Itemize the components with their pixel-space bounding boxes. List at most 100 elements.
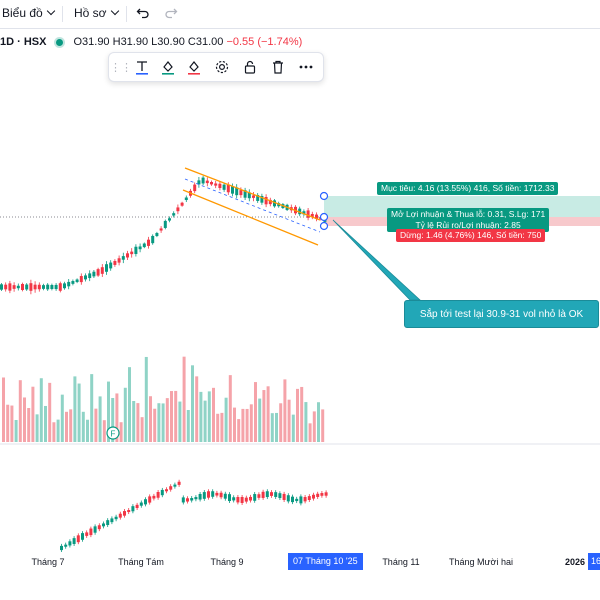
volume-bar bbox=[212, 387, 215, 442]
stop-label[interactable]: Dừng: 1.46 (4.76%) 146, Số tiền: 750 bbox=[396, 229, 546, 242]
risk-reward-text: Tỷ lệ Rủi ro/Lợi nhuận: 2.85 bbox=[415, 220, 521, 230]
more-icon[interactable] bbox=[297, 58, 315, 76]
lower-candle-body bbox=[93, 526, 97, 533]
volume-bar bbox=[195, 376, 199, 442]
lower-candle-body bbox=[68, 541, 72, 546]
lower-candle-body bbox=[85, 532, 89, 536]
lower-candle-body bbox=[148, 496, 152, 503]
line-color-icon[interactable] bbox=[185, 58, 203, 76]
lower-candle-body bbox=[194, 497, 198, 500]
lower-candle-body bbox=[265, 491, 269, 498]
lower-candle-body bbox=[160, 489, 164, 496]
price-chart[interactable]: F bbox=[0, 0, 600, 552]
candle-body bbox=[130, 251, 134, 255]
volume-bar bbox=[56, 419, 60, 442]
volume-bar bbox=[119, 422, 123, 442]
symbol-legend: 1D · HSX O31.90 H31.90 L30.90 C31.00 −0.… bbox=[0, 34, 302, 50]
channel-lower-line[interactable] bbox=[182, 189, 319, 246]
volume-bar bbox=[203, 400, 207, 442]
candle-body bbox=[16, 285, 20, 289]
delete-icon[interactable] bbox=[269, 58, 287, 76]
candle-body bbox=[4, 284, 8, 290]
candle-body bbox=[298, 208, 302, 215]
candle-body bbox=[252, 195, 255, 198]
volume-bar bbox=[170, 391, 173, 442]
lower-candle-body bbox=[316, 493, 320, 497]
volume-bar bbox=[81, 411, 85, 442]
candle-body bbox=[205, 180, 209, 184]
volume-bar bbox=[149, 396, 152, 442]
target-label[interactable]: Mục tiêu: 4.16 (13.55%) 416, Số tiền: 17… bbox=[377, 182, 559, 195]
high-value: H31.90 bbox=[112, 36, 149, 48]
volume-bar bbox=[165, 398, 169, 442]
candle-body bbox=[126, 253, 129, 258]
lower-candle-body bbox=[320, 493, 324, 496]
lower-candle-body bbox=[236, 497, 240, 503]
volume-bar bbox=[224, 397, 228, 442]
lock-icon[interactable] bbox=[241, 58, 259, 76]
time-axis[interactable]: Tháng 7 Tháng Tám Tháng 9 07 Tháng 10 '2… bbox=[0, 552, 600, 572]
stop-handle[interactable] bbox=[319, 221, 329, 231]
candle-body bbox=[239, 190, 243, 196]
event-badge-label: F bbox=[111, 430, 116, 439]
lower-candle-body bbox=[282, 493, 286, 500]
lower-candle-body bbox=[89, 528, 93, 536]
event-badge[interactable] bbox=[106, 426, 120, 440]
volume-bar bbox=[44, 405, 47, 442]
candle-body bbox=[33, 284, 37, 290]
lower-candle-body bbox=[152, 495, 156, 499]
lower-candle-body bbox=[215, 492, 219, 496]
volume-bar bbox=[128, 367, 131, 442]
candle-body bbox=[180, 202, 184, 206]
drawing-toolbar: ⋮⋮ bbox=[108, 52, 324, 82]
volume-bar bbox=[10, 405, 14, 442]
volume-bar bbox=[39, 378, 43, 442]
candle-body bbox=[302, 211, 306, 215]
lower-candle-body bbox=[274, 492, 278, 497]
fill-color-icon[interactable] bbox=[159, 58, 177, 76]
volume-bar bbox=[90, 374, 94, 442]
profile-menu[interactable]: Hồ sơ bbox=[74, 6, 119, 20]
candle-body bbox=[268, 199, 272, 205]
text-icon[interactable] bbox=[133, 58, 151, 76]
volume-bar bbox=[186, 410, 190, 442]
lower-candle-body bbox=[278, 493, 282, 499]
chart-menu[interactable]: Biểu đồ bbox=[2, 6, 55, 20]
volume-bar bbox=[287, 399, 291, 442]
lower-candle-body bbox=[135, 504, 139, 509]
pl-label[interactable]: Mở Lợi nhuận & Thua lỗ: 0.31, S.Lg: 171 … bbox=[387, 208, 550, 232]
entry-handle[interactable] bbox=[319, 212, 329, 222]
lower-candle-body bbox=[64, 544, 68, 547]
candle-body bbox=[235, 187, 239, 196]
candle-body bbox=[138, 246, 142, 250]
settings-icon[interactable] bbox=[213, 58, 231, 76]
change-value: −0.55 (−1.74%) bbox=[226, 36, 303, 48]
target-handle[interactable] bbox=[319, 191, 329, 201]
volume-bar bbox=[178, 401, 182, 442]
candle-body bbox=[75, 279, 79, 283]
lower-candle-body bbox=[295, 498, 299, 502]
symbol-label[interactable]: 1D · HSX bbox=[0, 36, 47, 48]
candle-body bbox=[210, 181, 213, 185]
candle-body bbox=[147, 239, 150, 246]
redo-button[interactable] bbox=[164, 5, 178, 19]
lower-pane-series bbox=[60, 479, 328, 552]
candle-body bbox=[46, 284, 50, 290]
lower-candle-body bbox=[207, 491, 210, 498]
drag-handle-icon[interactable]: ⋮⋮ bbox=[110, 61, 132, 74]
time-label: 2026 bbox=[564, 557, 586, 567]
channel-upper-line[interactable] bbox=[184, 167, 321, 221]
candle-body bbox=[88, 273, 92, 279]
volume-bar bbox=[115, 393, 119, 442]
volume-bar bbox=[258, 398, 262, 442]
volume-bar bbox=[216, 413, 220, 442]
channel-mid-line[interactable] bbox=[184, 178, 321, 233]
volume-bar bbox=[249, 404, 253, 442]
volume-bar bbox=[300, 386, 304, 442]
volume-bar bbox=[304, 402, 308, 442]
volume-bar bbox=[191, 365, 194, 442]
undo-button[interactable] bbox=[136, 5, 150, 19]
callout-note[interactable]: Sắp tới test lại 30.9-31 vol nhỏ là OK bbox=[404, 300, 599, 328]
lower-candle-body bbox=[177, 481, 181, 485]
lower-candle-body bbox=[72, 538, 76, 544]
